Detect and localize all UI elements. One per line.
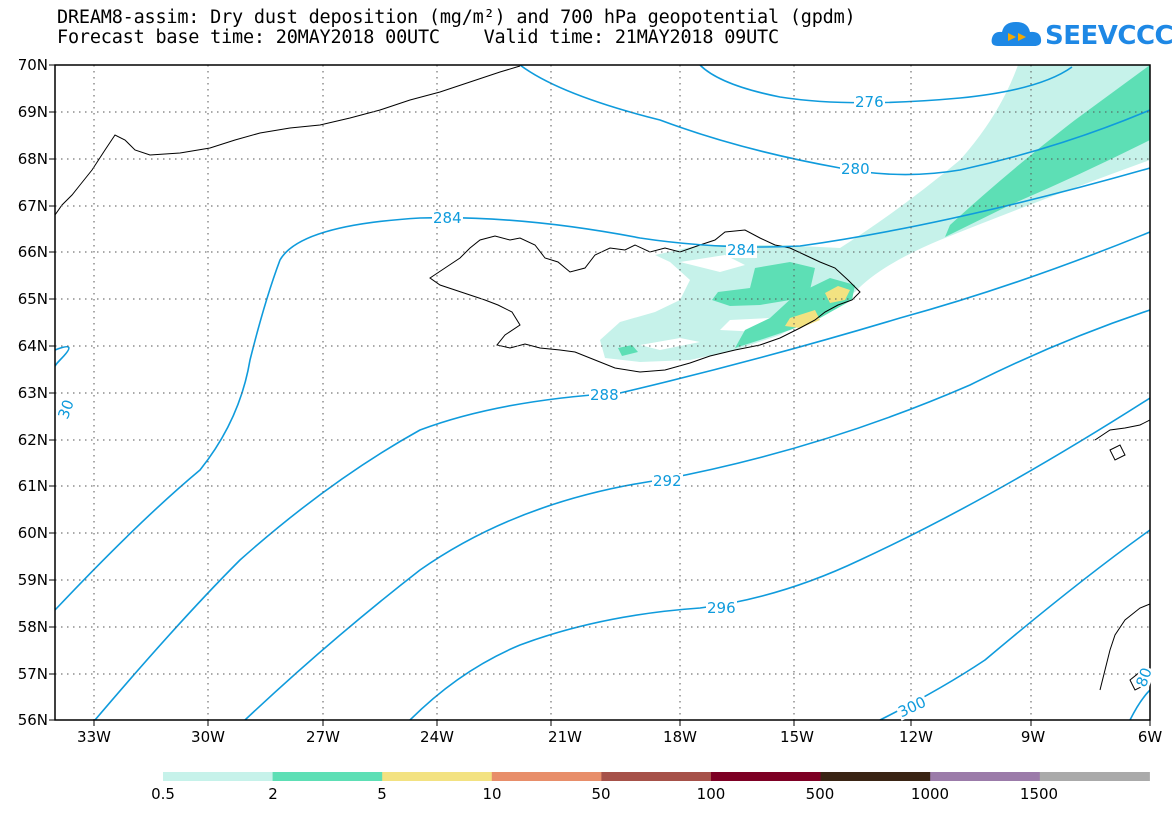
lat-label: 61N xyxy=(17,477,48,495)
colorbar-swatch xyxy=(382,772,493,781)
colorbar-label: 100 xyxy=(696,785,726,803)
lon-label: 6W xyxy=(1137,728,1163,746)
colorbar-label: 5 xyxy=(377,785,387,803)
iceland-coast xyxy=(429,229,861,373)
chart-title-line-1: DREAM8-assim: Dry dust deposition (mg/m²… xyxy=(57,7,856,28)
lat-label: 69N xyxy=(17,103,48,121)
lat-label: 60N xyxy=(17,524,48,542)
lat-label: 64N xyxy=(17,337,48,355)
dust-shade-medium xyxy=(712,262,815,306)
logo-wordmark: SEEVCCC xyxy=(1045,21,1174,51)
contour-288 xyxy=(94,231,1150,720)
lon-label: 24W xyxy=(420,728,454,746)
colorbar-label: 50 xyxy=(591,785,611,803)
scotland-west-coast xyxy=(1099,603,1150,691)
dust-shade-medium xyxy=(735,278,855,348)
lon-label: 12W xyxy=(899,728,933,746)
lon-label: 27W xyxy=(306,728,340,746)
colorbar-label: 10 xyxy=(482,785,502,803)
contour-label: 280 xyxy=(840,160,871,178)
graticule xyxy=(55,65,1150,720)
greenland-coast xyxy=(55,65,521,216)
contour-label: 292 xyxy=(652,472,683,490)
colorbar xyxy=(163,772,1150,781)
dust-shade-yellow xyxy=(825,286,850,303)
colorbar-label: 1000 xyxy=(910,785,950,803)
lon-label: 15W xyxy=(780,728,814,746)
lon-label: 33W xyxy=(77,728,111,746)
lon-label: 9W xyxy=(1020,728,1046,746)
seevccc-logo: SEEVCCC xyxy=(990,16,1174,56)
dust-shade-medium xyxy=(618,345,638,356)
colorbar-label: 2 xyxy=(268,785,278,803)
contour-label: 276 xyxy=(854,93,885,111)
contour-label: 296 xyxy=(706,599,737,617)
lat-label: 57N xyxy=(17,665,48,683)
axis-ticks xyxy=(49,64,1151,726)
dust-shade-white-gap xyxy=(680,255,745,272)
lat-label: 63N xyxy=(17,384,48,402)
lat-label: 62N xyxy=(17,431,48,449)
contour-label: 284 xyxy=(726,241,757,259)
dust-shade-medium xyxy=(945,65,1150,237)
lat-label: 58N xyxy=(17,618,48,636)
lon-label: 18W xyxy=(663,728,697,746)
colorbar-label: 0.5 xyxy=(151,785,175,803)
lat-label: 59N xyxy=(17,571,48,589)
lat-label: 70N xyxy=(17,56,48,74)
contour-300 xyxy=(879,529,1150,720)
contour-284-a xyxy=(55,345,70,410)
colorbar-swatch xyxy=(491,772,602,781)
lon-label: 21W xyxy=(548,728,582,746)
lat-label: 66N xyxy=(17,243,48,261)
dust-deposition-field xyxy=(600,65,1150,362)
contour-284-b xyxy=(55,167,1150,611)
scotland-island xyxy=(1109,444,1126,461)
contour-label: 284 xyxy=(432,209,463,227)
colorbar-swatch xyxy=(820,772,931,781)
colorbar-swatch xyxy=(601,772,712,781)
colorbar-swatch xyxy=(272,772,383,781)
lat-label: 65N xyxy=(17,290,48,308)
cloud-arrow-icon xyxy=(991,22,1042,46)
lat-label: 67N xyxy=(17,197,48,215)
colorbar-swatch xyxy=(711,772,822,781)
colorbar-swatch xyxy=(1039,772,1150,781)
colorbar-swatch xyxy=(930,772,1041,781)
colorbar-label: 500 xyxy=(805,785,835,803)
colorbar-swatch xyxy=(163,772,274,781)
contour-296 xyxy=(409,397,1150,720)
contour-304 xyxy=(1129,689,1150,720)
lat-label: 56N xyxy=(17,711,48,729)
lat-label: 68N xyxy=(17,150,48,168)
dust-shade-white-gap xyxy=(640,338,700,350)
contour-292 xyxy=(244,309,1150,720)
contour-label: 288 xyxy=(589,386,620,404)
lon-label: 30W xyxy=(191,728,225,746)
chart-title-line-2: Forecast base time: 20MAY2018 00UTC Vali… xyxy=(57,27,779,48)
dust-shade-light xyxy=(600,65,1150,362)
scotland-north-coast xyxy=(1094,419,1150,441)
colorbar-label: 1500 xyxy=(1019,785,1059,803)
